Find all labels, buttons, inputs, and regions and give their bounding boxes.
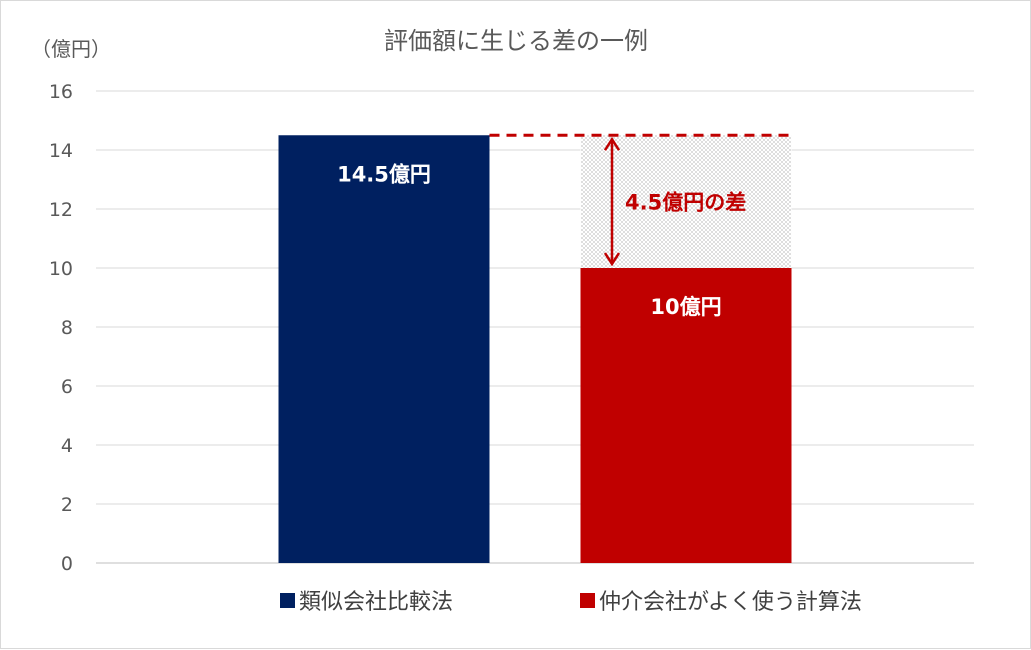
legend-label: 仲介会社がよく使う計算法 [599,590,862,615]
y-tick-label: 6 [61,376,73,398]
difference-hatched-area [580,135,792,268]
y-axis-unit-label: （億円） [31,37,111,61]
y-tick-label: 16 [49,81,73,103]
bar [580,268,792,563]
legend-swatch [580,593,595,608]
bars: 14.5億円 10億円 [278,135,792,563]
y-tick-label: 0 [61,553,73,575]
y-axis-ticks: 0 2 4 6 8 10 12 14 16 [49,81,73,575]
bar [278,135,490,563]
bar-data-label: 10億円 [650,295,721,319]
difference-region [580,135,792,268]
arrow-down-icon [603,252,621,267]
bar-data-label: 14.5億円 [337,162,431,186]
y-tick-label: 4 [61,435,73,457]
y-tick-label: 2 [61,494,73,516]
chart-title: 評価額に生じる差の一例 [384,27,648,55]
difference-annotation: 4.5億円の差 [489,133,792,267]
gridlines [96,90,974,564]
y-tick-label: 10 [49,258,73,280]
difference-label: 4.5億円の差 [625,191,746,215]
y-tick-label: 12 [49,199,73,221]
legend-label: 類似会社比較法 [299,590,453,615]
arrow-up-icon [603,136,621,151]
legend-swatch [280,593,295,608]
y-tick-label: 14 [49,140,73,162]
legend: 類似会社比較法 仲介会社がよく使う計算法 [280,590,862,615]
y-tick-label: 8 [61,317,73,339]
